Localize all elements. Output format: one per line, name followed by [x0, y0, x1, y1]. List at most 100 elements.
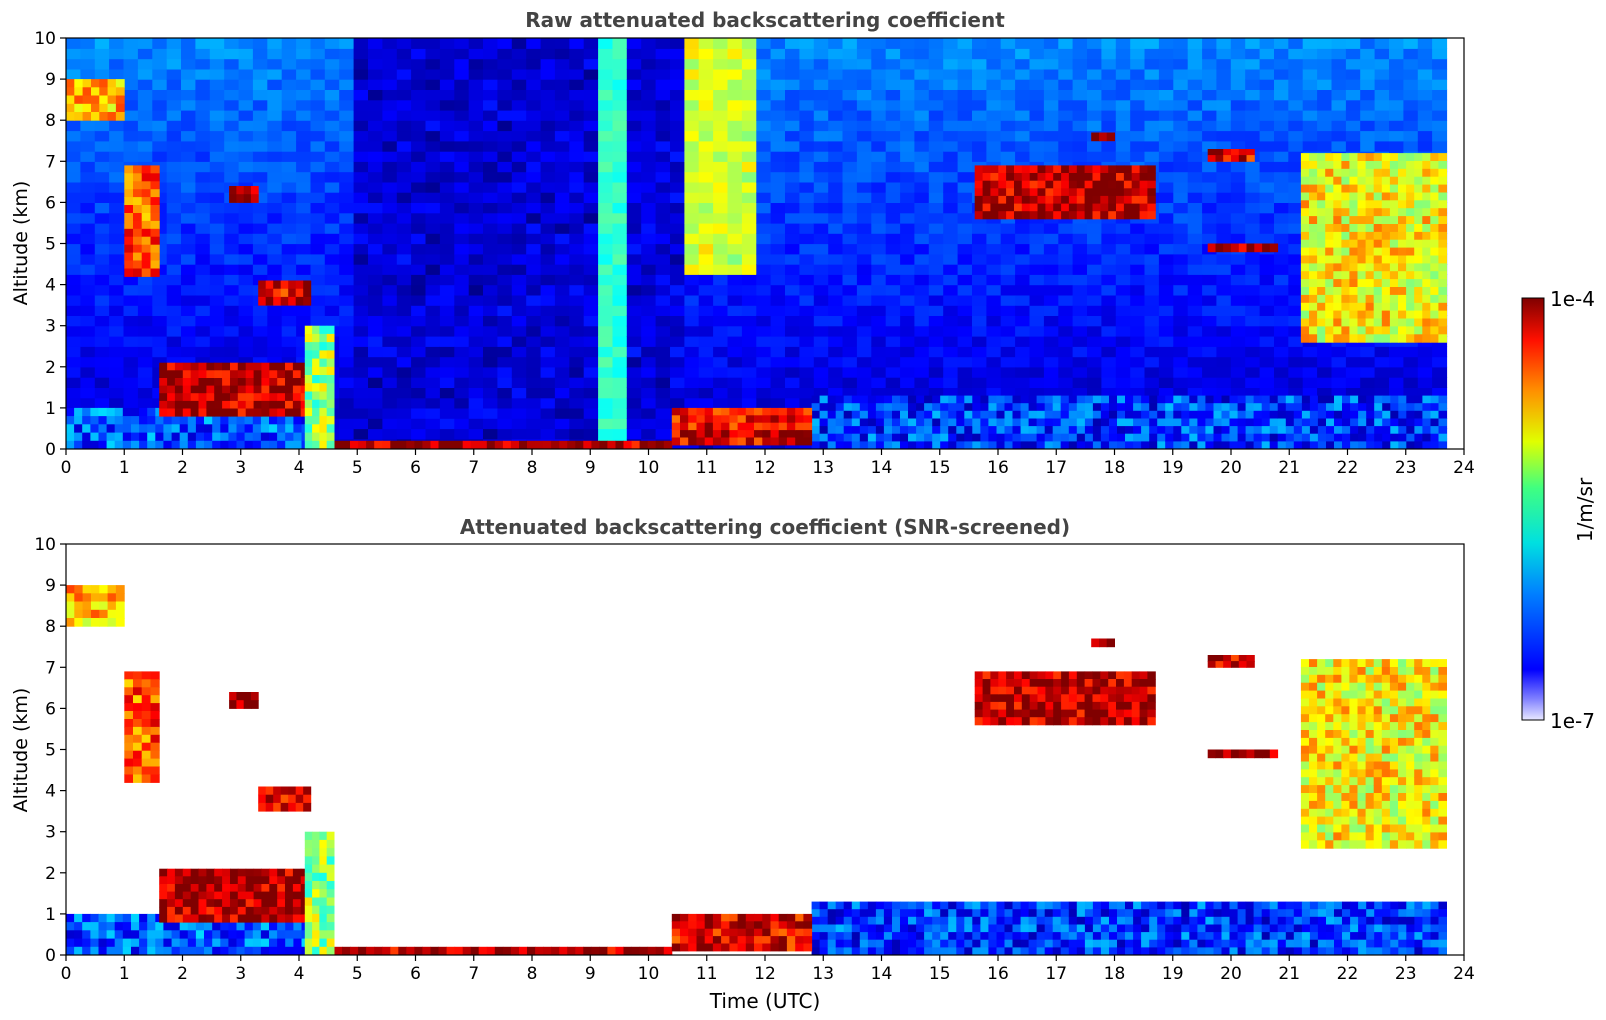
noise-cell: [1187, 99, 1203, 111]
noise-cell: [166, 130, 182, 142]
noise-cell: [799, 130, 815, 142]
noise-cell: [727, 243, 743, 255]
noise-cell: [1043, 377, 1059, 388]
noise-cell: [986, 58, 1002, 70]
feature-cell: [1149, 418, 1158, 427]
noise-cell: [497, 151, 513, 162]
noise-cell: [1259, 212, 1275, 224]
feature-cell: [892, 395, 901, 404]
noise-cell: [252, 356, 268, 368]
noise-cell: [396, 377, 412, 388]
noise-cell: [957, 171, 973, 183]
noise-cell: [1360, 387, 1376, 399]
noise-cell: [511, 325, 527, 337]
feature-cell: [811, 410, 821, 419]
noise-cell: [1202, 274, 1218, 286]
noise-cell: [1101, 68, 1117, 80]
noise-cell: [842, 79, 858, 90]
feature-cell: [1245, 441, 1255, 449]
feature-cell: [1109, 395, 1118, 404]
noise-cell: [1115, 325, 1131, 337]
noise-cell: [224, 120, 240, 132]
feature-cell: [1036, 410, 1046, 419]
feature-cell: [244, 432, 254, 442]
noise-cell: [670, 397, 685, 409]
noise-cell: [123, 377, 139, 388]
noise-cell: [66, 48, 81, 60]
noise-cell: [641, 89, 657, 101]
feature-cell: [900, 433, 909, 442]
noise-cell: [94, 222, 110, 234]
noise-cell: [785, 325, 800, 337]
noise-cell: [152, 48, 168, 60]
noise-cell: [1144, 366, 1160, 378]
noise-cell: [612, 181, 628, 193]
feature-cell: [312, 399, 320, 409]
feature-cell: [107, 87, 117, 96]
feature-cell: [1157, 433, 1166, 442]
feature-cell: [1285, 410, 1295, 419]
noise-cell: [181, 109, 196, 121]
feature-cell: [1350, 433, 1359, 442]
noise-cell: [511, 305, 527, 316]
feature-cell: [1422, 395, 1431, 404]
noise-cell: [871, 284, 887, 296]
feature-cell: [875, 403, 885, 412]
noise-cell: [195, 192, 211, 203]
noise-cell: [871, 253, 887, 265]
noise-cell: [943, 233, 959, 245]
feature-cell: [195, 440, 205, 449]
noise-cell: [842, 387, 858, 399]
noise-cell: [454, 79, 470, 90]
noise-cell: [698, 336, 714, 347]
noise-cell: [583, 89, 599, 101]
noise-cell: [109, 151, 125, 162]
noise-cell: [267, 99, 283, 111]
feature-cell: [972, 418, 981, 427]
feature-cell: [908, 426, 917, 435]
feature-cell: [924, 418, 933, 427]
feature-cell: [1189, 403, 1198, 412]
noise-cell: [368, 130, 383, 142]
noise-cell: [1417, 377, 1433, 388]
noise-cell: [799, 336, 815, 347]
noise-cell: [209, 130, 225, 142]
feature-cell: [253, 378, 262, 387]
noise-cell: [612, 99, 628, 111]
noise-cell: [612, 305, 628, 316]
noise-cell: [267, 109, 283, 121]
noise-cell: [957, 325, 973, 337]
noise-cell: [684, 264, 700, 275]
noise-cell: [368, 151, 383, 162]
feature-cell: [1350, 426, 1359, 435]
noise-cell: [497, 109, 513, 121]
noise-cell: [770, 356, 786, 368]
feature-cell: [1374, 441, 1383, 449]
noise-cell: [1202, 171, 1218, 183]
feature-cell: [1181, 395, 1190, 404]
feature-cell: [260, 432, 270, 442]
noise-cell: [1403, 366, 1419, 378]
noise-cell: [1259, 202, 1275, 214]
noise-cell: [454, 264, 470, 275]
noise-cell: [900, 89, 916, 101]
noise-cell: [411, 397, 427, 409]
feature-cell: [229, 194, 237, 203]
feature-cell: [150, 205, 160, 214]
noise-cell: [770, 38, 786, 49]
noise-cell: [526, 428, 542, 440]
feature-cell: [1125, 395, 1134, 404]
feature-cell: [1366, 441, 1375, 449]
noise-cell: [612, 336, 628, 347]
noise-cell: [1360, 79, 1376, 90]
noise-cell: [914, 192, 930, 203]
noise-cell: [842, 253, 858, 265]
noise-cell: [1345, 58, 1361, 70]
feature-cell: [1245, 433, 1255, 442]
noise-cell: [224, 305, 240, 316]
noise-cell: [813, 284, 829, 296]
noise-cell: [181, 161, 196, 173]
noise-cell: [1389, 68, 1404, 80]
noise-cell: [770, 397, 786, 409]
noise-cell: [957, 346, 973, 358]
